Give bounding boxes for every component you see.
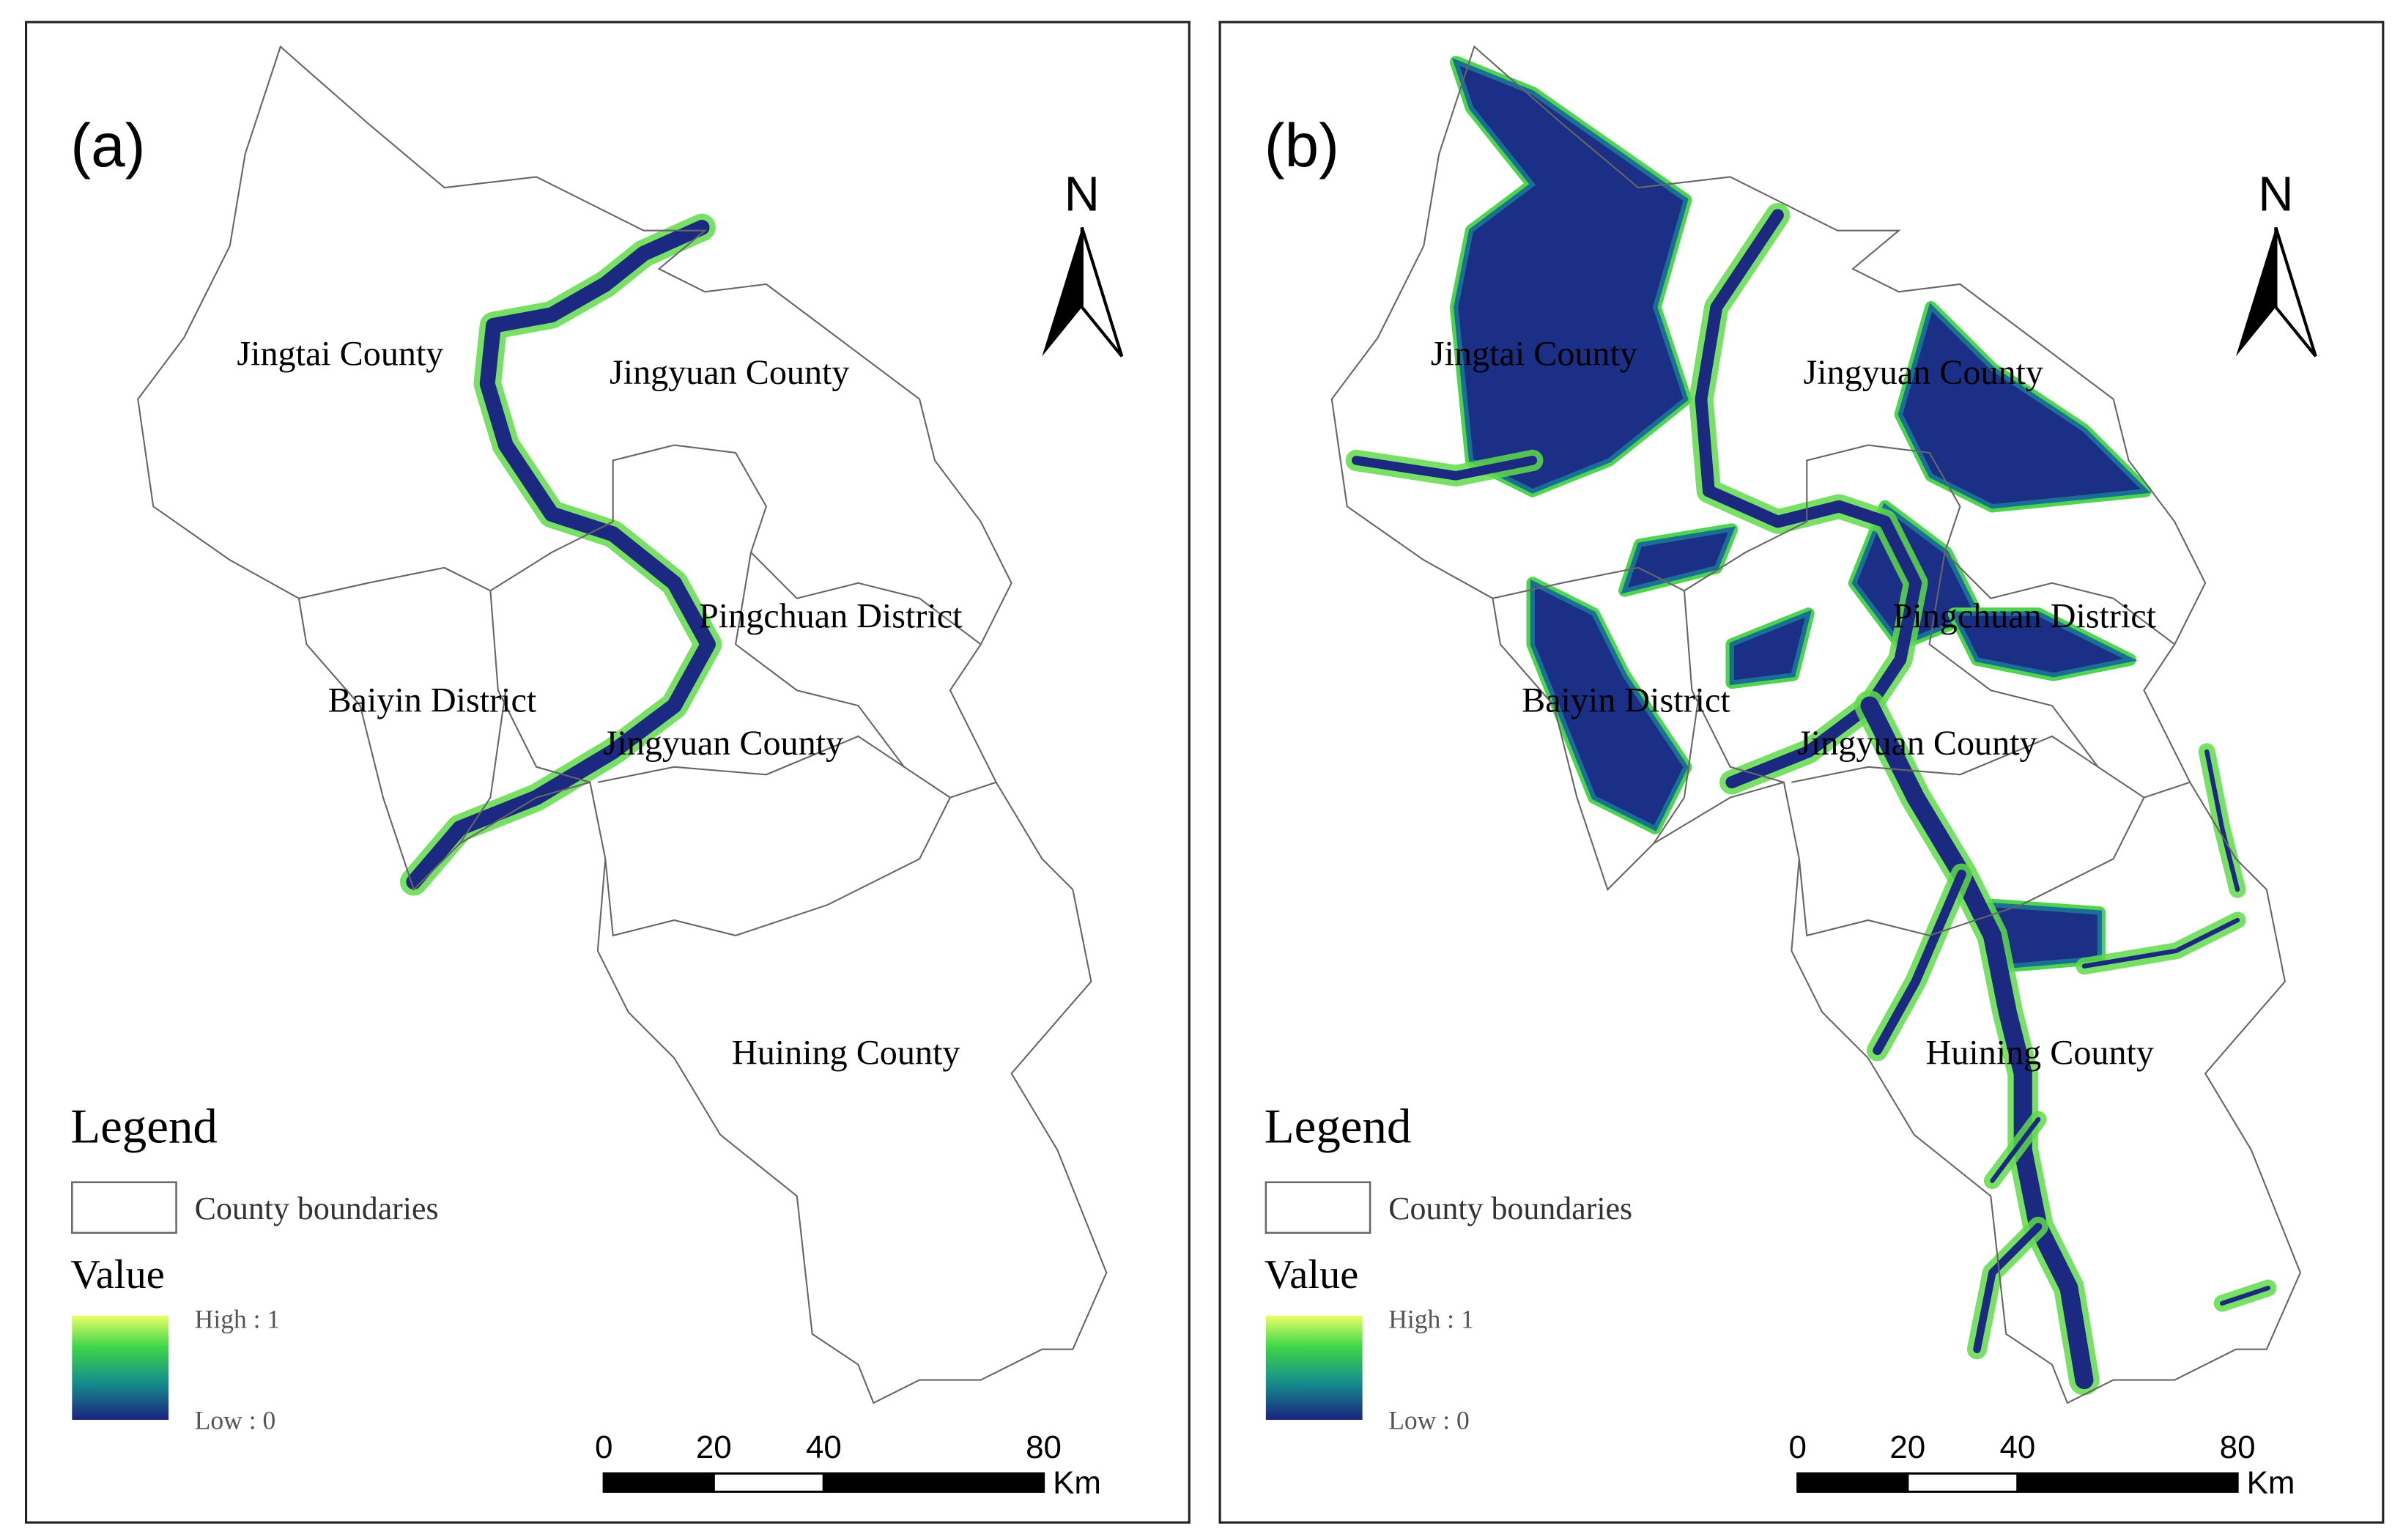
- county-label: Jingyuan County: [1797, 724, 2037, 763]
- flood-area-core: [1621, 526, 1736, 594]
- north-arrow-half: [2274, 226, 2317, 358]
- scale-bar-label: 40: [806, 1429, 842, 1465]
- scale-bar-segment: [1906, 1472, 2019, 1493]
- flood-channel: [1990, 1117, 2041, 1183]
- north-label: N: [2258, 166, 2293, 221]
- county-label: Baiyin District: [328, 681, 537, 720]
- legend-high: High : 1: [195, 1304, 281, 1333]
- county-label: Jingtai County: [237, 335, 443, 374]
- flood-channel: [1873, 869, 1966, 1056]
- map-panel: (a) N Jingtai County Jingyuan County Pingchu…: [24, 21, 1191, 1524]
- scale-bar-segment: [712, 1472, 825, 1493]
- county-label: Pingchuan District: [1893, 596, 2157, 635]
- legend-swatch-boundary: [1265, 1181, 1371, 1234]
- scale-bar-label: 0: [595, 1429, 612, 1465]
- flood-area-core: [1897, 303, 2151, 509]
- north-label: N: [1064, 166, 1100, 221]
- legend-ramp: [1265, 1315, 1363, 1420]
- county-label: Pingchuan District: [699, 596, 963, 635]
- legend-boundary-label: County boundaries: [1388, 1191, 1632, 1226]
- flood-area-core: [1530, 579, 1689, 832]
- scale-bar-unit: Km: [2247, 1465, 2295, 1500]
- county-label: Jingtai County: [1431, 335, 1637, 374]
- scale-bar-label: 80: [2220, 1429, 2256, 1465]
- legend-low: Low : 0: [1388, 1405, 1470, 1435]
- legend-value-title: Value: [1265, 1252, 1359, 1297]
- legend-swatch-boundary: [71, 1181, 177, 1234]
- flood-channel: [406, 220, 716, 890]
- scale-bar-label: 40: [1999, 1429, 2035, 1465]
- county-label: Huining County: [1926, 1034, 2154, 1073]
- legend-ramp: [72, 1315, 169, 1420]
- flood-channel: [1973, 1223, 2043, 1353]
- county-label: Jingyuan County: [1804, 353, 2043, 392]
- legend-title: Legend: [70, 1099, 218, 1153]
- scale-bar-segment: [2016, 1472, 2239, 1493]
- scale-bar-label: 20: [1889, 1429, 1925, 1465]
- north-arrow: [2235, 227, 2276, 357]
- panel-frame: [24, 21, 1191, 1524]
- county-label: Baiyin District: [1522, 681, 1730, 720]
- flood-channel: [1352, 456, 1538, 481]
- legend-low: Low : 0: [195, 1405, 276, 1435]
- county-label: Jingyuan County: [610, 353, 849, 392]
- legend-high: High : 1: [1388, 1304, 1474, 1333]
- legend-value-title: Value: [70, 1252, 165, 1297]
- flood-area-core: [1950, 611, 2138, 678]
- scale-bar-unit: Km: [1053, 1465, 1101, 1500]
- north-arrow: [1042, 227, 1082, 357]
- flood-channel: [1860, 696, 2094, 1390]
- legend-title: Legend: [1265, 1099, 1412, 1153]
- scale-bar-segment: [602, 1472, 715, 1493]
- map-panel: (b) N Jingtai County Jingyuan County Pingchu…: [1218, 21, 2385, 1524]
- flood-area-core: [1729, 610, 1812, 686]
- panel-label: (a): [70, 111, 145, 179]
- scale-bar-label: 20: [696, 1429, 732, 1465]
- scale-bar-segment: [1796, 1472, 1909, 1493]
- flood-channel: [2081, 917, 2240, 969]
- panel-frame: [1218, 21, 2385, 1524]
- north-arrow-half: [1080, 226, 1124, 358]
- flood-area-core: [1452, 58, 1689, 494]
- scale-bar-segment: [822, 1472, 1045, 1493]
- county-label: Jingyuan County: [604, 724, 843, 763]
- scale-bar-label: 0: [1789, 1429, 1807, 1465]
- scale-bar-label: 80: [1026, 1429, 1062, 1465]
- flood-channel: [2204, 749, 2240, 892]
- legend-boundary-label: County boundaries: [195, 1191, 439, 1226]
- flood-channel: [2220, 1285, 2271, 1306]
- panel-label: (b): [1265, 111, 1339, 179]
- county-label: Huining County: [732, 1034, 960, 1073]
